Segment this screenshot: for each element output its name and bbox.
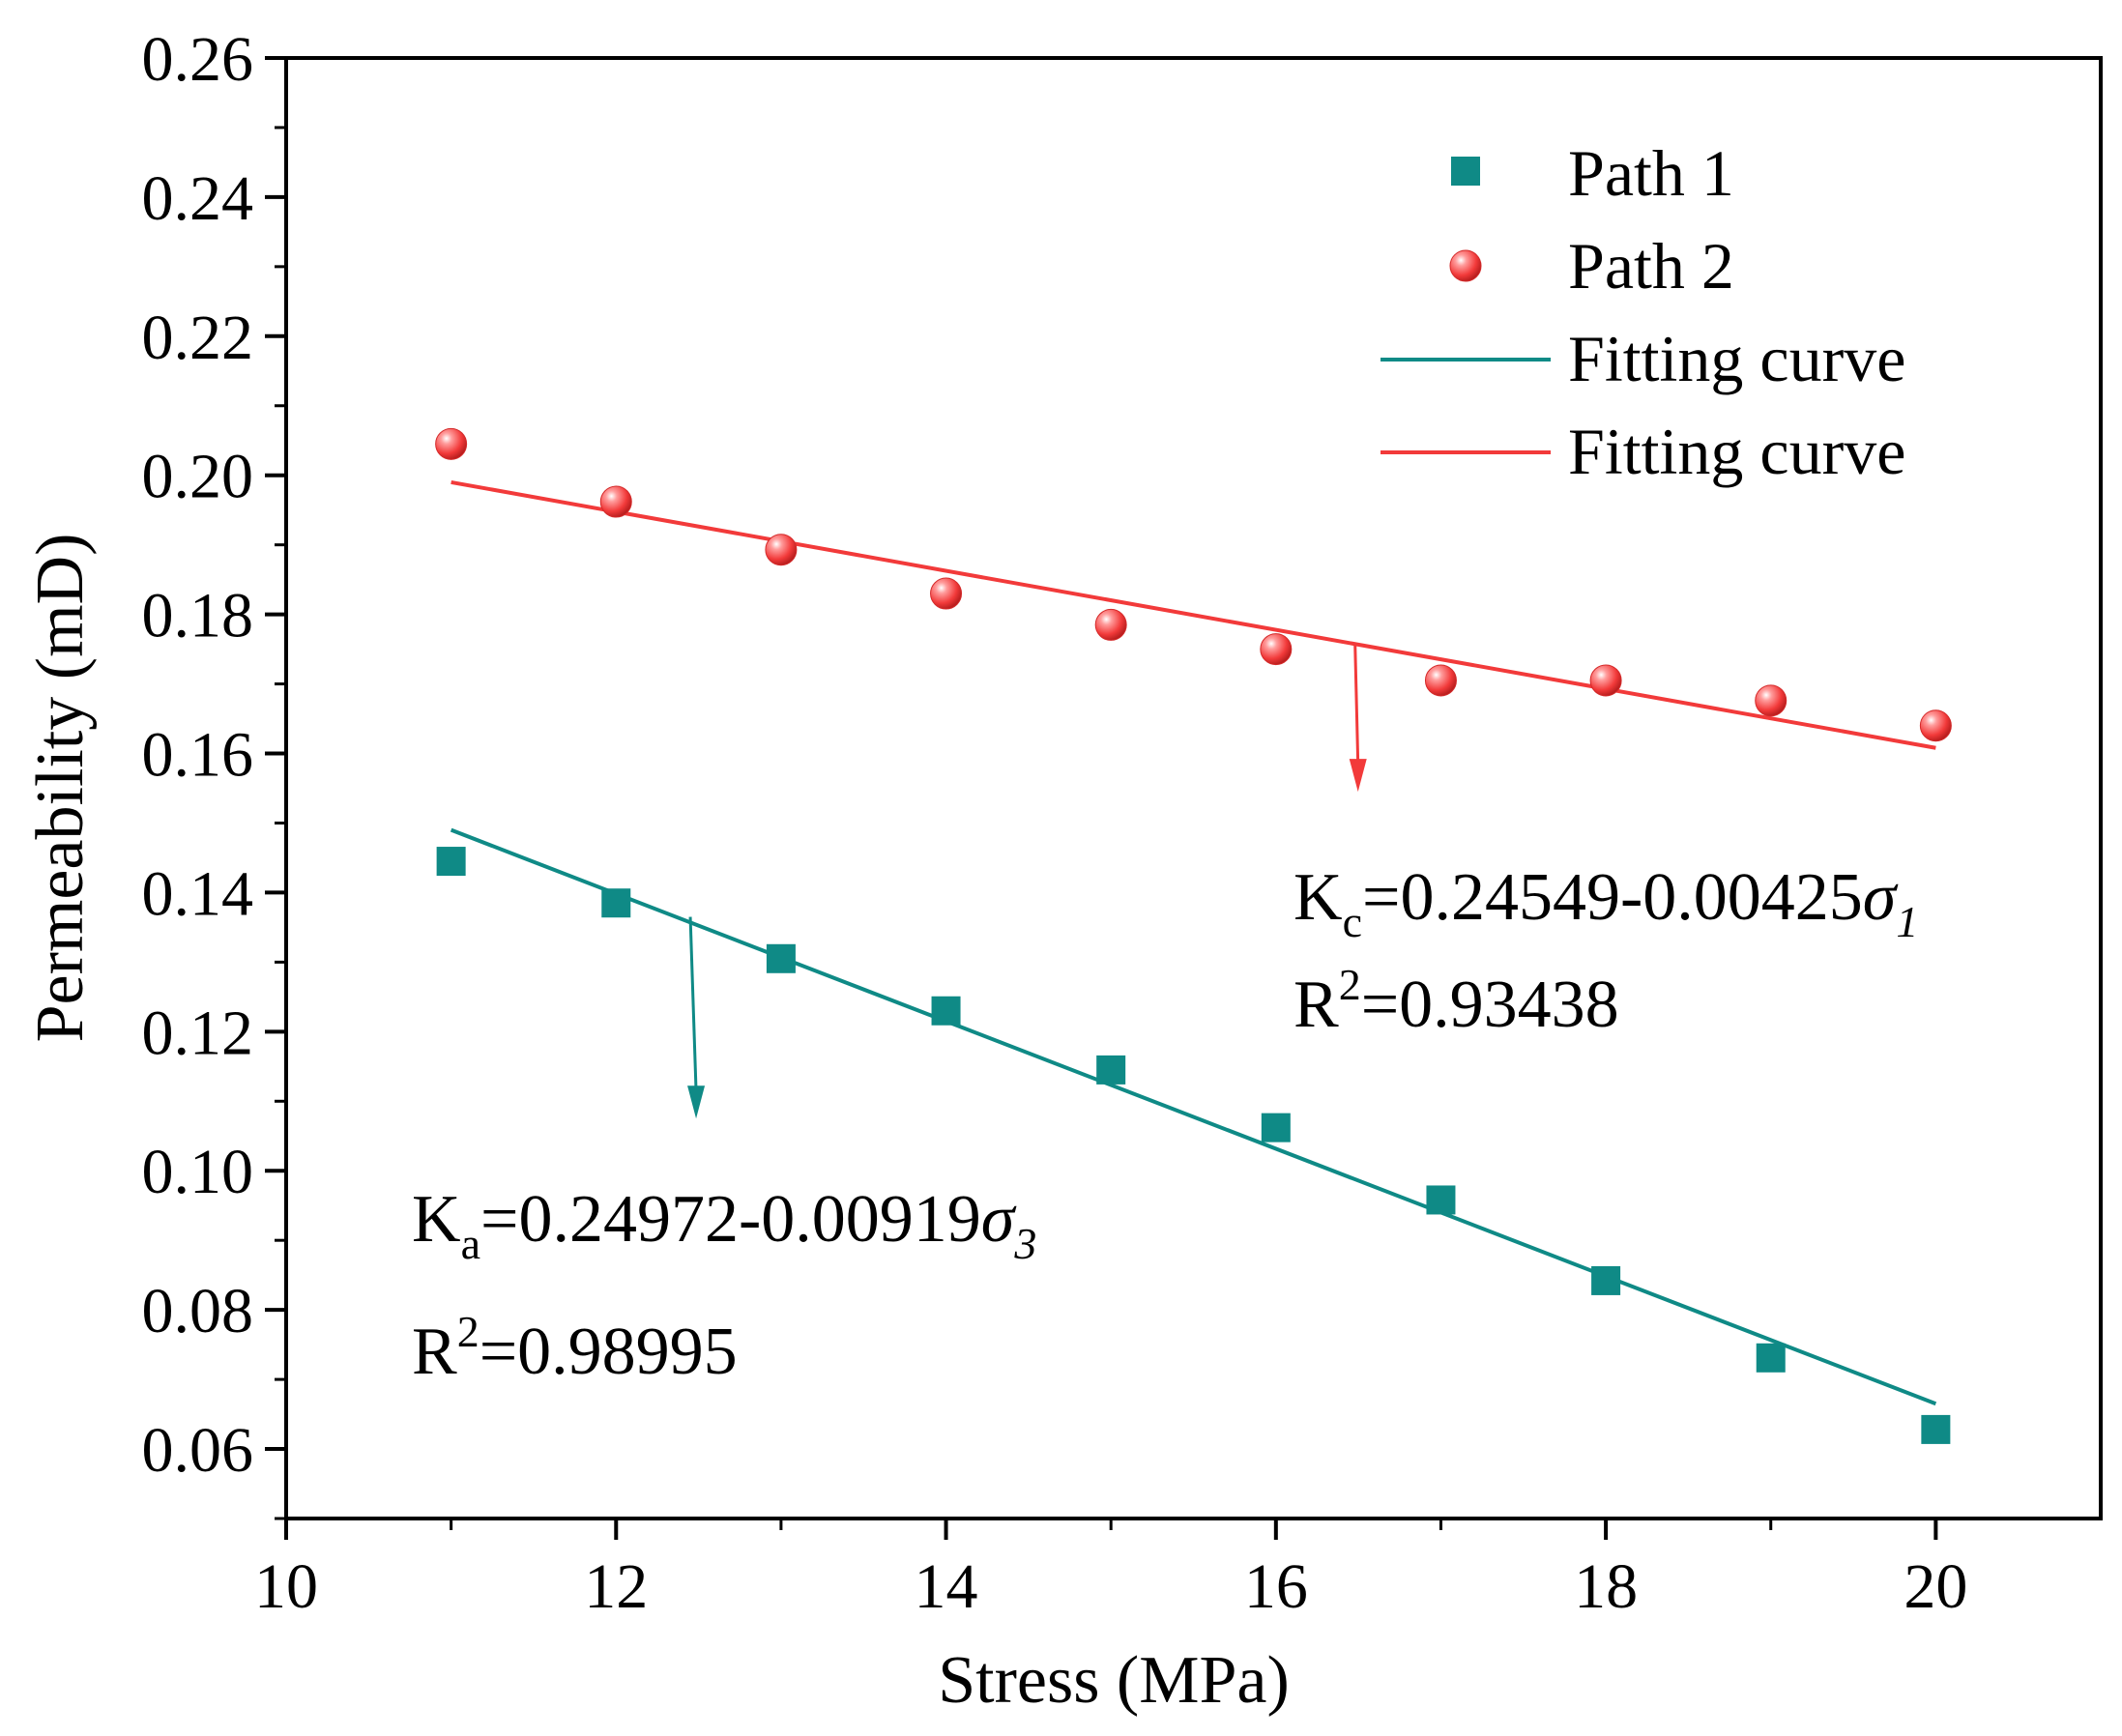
path-1-point	[931, 996, 961, 1026]
x-tick-label: 12	[584, 1551, 648, 1622]
x-axis-title: Stress (MPa)	[938, 1643, 1290, 1718]
y-tick-label: 0.20	[142, 442, 254, 512]
y-tick-label: 0.06	[142, 1415, 254, 1486]
axis-ticks: 10 12 14 16 18 200.060.080.100.120.140.160.18…	[142, 24, 1968, 1622]
path-2-point	[1755, 684, 1788, 717]
legend-label-fit-teal: Fitting curve	[1568, 322, 1905, 395]
y-tick-label: 0.16	[142, 720, 254, 791]
equation-ka-var: σ	[981, 1182, 1017, 1257]
path-1-point	[436, 847, 466, 877]
legend-label-path-2: Path 2	[1568, 229, 1734, 303]
fit-line-teal	[450, 827, 1937, 1406]
r2-kc-base: R	[1294, 968, 1339, 1042]
path-1-point	[1096, 1055, 1126, 1085]
annotation-arrow-head	[1349, 759, 1367, 793]
legend-label-fit-red: Fitting curve	[1568, 415, 1905, 488]
path-2-point	[1589, 664, 1622, 697]
path-2-point	[765, 534, 798, 566]
fit-line-red	[451, 479, 1936, 750]
path-1-point	[1756, 1343, 1786, 1373]
equation-kc-body: =0.24549-0.00425	[1362, 860, 1863, 935]
equation-ka-body: =0.24972-0.00919	[480, 1182, 981, 1257]
r2-ka-sup: 2	[457, 1307, 480, 1356]
annotation-arrows	[687, 645, 1367, 1119]
legend-label-path-1: Path 1	[1568, 136, 1734, 210]
annotation-red: Kc=0.24549-0.00425σ1 R2=0.93438	[1294, 860, 1918, 1042]
equation-kc-var-sub: 1	[1896, 897, 1918, 946]
r2-kc: R2=0.93438	[1294, 960, 1619, 1042]
path-2-point	[1094, 608, 1127, 641]
equation-ka-base: K	[412, 1182, 461, 1257]
r2-kc-sup: 2	[1339, 960, 1361, 1009]
annotation-arrow-shaft	[688, 916, 698, 1092]
path-2-point	[435, 427, 468, 460]
r2-ka-base: R	[412, 1315, 457, 1389]
equation-kc-sub: c	[1343, 897, 1362, 946]
r2-ka-value: =0.98995	[480, 1315, 738, 1389]
y-tick-label: 0.24	[142, 163, 254, 234]
annotation-teal: Ka=0.24972-0.00919σ3 R2=0.98995	[412, 1182, 1036, 1389]
path-1-point	[1261, 1113, 1291, 1143]
y-tick-label: 0.14	[142, 858, 254, 929]
path-2-point	[1260, 633, 1293, 666]
r2-kc-value: =0.93438	[1361, 968, 1619, 1042]
x-tick-label: 14	[915, 1551, 978, 1622]
equation-kc-base: K	[1294, 860, 1343, 935]
equation-ka: Ka=0.24972-0.00919σ3	[412, 1182, 1036, 1268]
path-1-point	[1591, 1265, 1621, 1295]
legend: Path 1 Path 2 Fitting curve Fitting curv…	[1381, 136, 1905, 488]
fit-lines	[450, 479, 1937, 1406]
path-2-point	[599, 485, 632, 518]
equation-ka-sub: a	[461, 1219, 480, 1268]
path-1-point	[766, 943, 796, 973]
equation-ka-var-sub: 3	[1013, 1219, 1036, 1268]
y-tick-label: 0.18	[142, 581, 254, 651]
path-1-point	[1921, 1414, 1951, 1444]
x-tick-label: 18	[1574, 1551, 1638, 1622]
y-tick-label: 0.22	[142, 303, 254, 373]
x-tick-label: 20	[1904, 1551, 1967, 1622]
path-2-point	[1919, 709, 1952, 742]
plot-frame	[284, 56, 2103, 1520]
x-tick-label: 10	[254, 1551, 318, 1622]
annotation-arrow-shaft	[1353, 645, 1360, 766]
data-points	[435, 427, 1952, 1444]
y-tick-label: 0.26	[142, 24, 254, 95]
path-1-point	[1426, 1185, 1456, 1215]
x-tick-label: 16	[1244, 1551, 1308, 1622]
equation-kc-var: σ	[1863, 860, 1899, 935]
legend-marker-path-1	[1451, 157, 1480, 186]
path-2-point	[930, 577, 963, 610]
y-tick-label: 0.08	[142, 1276, 254, 1346]
r2-ka: R2=0.98995	[412, 1307, 738, 1389]
annotation-arrow-head	[687, 1085, 706, 1119]
path-1-point	[601, 888, 631, 918]
y-axis-title: Permeability (mD)	[23, 534, 98, 1043]
path-2-point	[1424, 664, 1457, 697]
y-tick-label: 0.10	[142, 1137, 254, 1207]
y-tick-label: 0.12	[142, 998, 254, 1068]
legend-marker-path-2	[1449, 249, 1482, 282]
equation-kc: Kc=0.24549-0.00425σ1	[1294, 860, 1918, 946]
